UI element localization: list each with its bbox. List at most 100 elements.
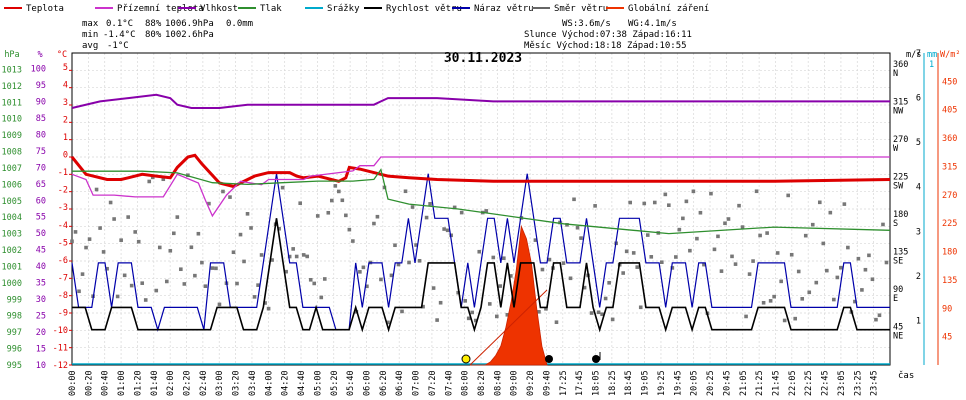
direction-point [431,286,436,290]
ms-tick: 1 [916,316,921,326]
direction-point [252,295,257,299]
hpa-tick: 1006 [2,180,22,190]
direction-point [203,284,208,288]
wm2-tick: 180 [942,248,957,258]
direction-tick: 180 [893,210,908,220]
direction-point [691,189,696,194]
direction-point [361,265,366,270]
direction-point [817,200,822,205]
direction-point [681,216,685,221]
degc-tick: 5 [63,63,68,73]
direction-point [459,210,464,215]
direction-point [351,239,355,243]
direction-point [291,247,295,251]
direction-point [554,320,559,325]
direction-point [442,227,446,231]
pct-tick: 20 [36,328,46,338]
hpa-tick: 1001 [2,262,22,272]
direction-point [544,306,548,311]
series-vlhkost [71,93,890,109]
x-tick: 20:25 [706,370,716,396]
direction-point [410,205,415,209]
pct-tick: 15 [36,345,46,355]
direction-point [870,277,875,282]
x-tick: 21:45 [771,370,781,396]
mm-tick: 1 [929,60,934,70]
direction-point [754,189,759,194]
direction-point [301,253,306,257]
degc-tick: -6 [58,256,68,266]
direction-point [77,289,81,294]
moonrise-marker [592,355,600,363]
ms-tick: 2 [916,272,921,282]
direction-point [298,201,302,206]
direction-point [821,241,826,246]
direction-point [277,226,281,231]
x-tick: 02:40 [199,370,209,396]
degc-tick: -12 [53,361,68,371]
direction-point [157,245,162,250]
direction-point [196,231,201,236]
pct-tick: 65 [36,180,46,190]
direction-point [558,220,562,225]
direction-point [312,281,317,286]
direction-point [326,210,331,215]
direction-point [315,214,320,218]
direction-point [133,230,137,234]
direction-point [473,318,478,323]
pct-tick: 60 [36,196,46,206]
direction-point [80,272,85,276]
x-tick: 01:00 [117,370,127,396]
direction-point [322,277,327,281]
direction-point [119,238,123,242]
direction-point [663,192,668,197]
direction-point [168,248,173,253]
direction-point [358,270,362,274]
legend-label: Srážky [327,4,360,14]
direction-point [607,280,611,285]
hpa-tick: 1013 [2,65,22,75]
pct-tick: 35 [36,279,46,289]
x-tick: 02:20 [183,370,193,396]
direction-point [642,201,647,206]
degc-tick: 1 [63,133,68,143]
direction-point [347,227,352,232]
direction-point [540,267,545,272]
degc-tick: -2 [58,186,68,196]
x-tick: 00:00 [68,370,78,396]
direction-point [744,314,748,319]
hpa-tick: 1009 [2,131,22,141]
hpa-tick: 1008 [2,148,22,158]
wind-speed-line [72,218,890,333]
direction-point [214,266,218,271]
direction-point [772,294,776,299]
pct-tick: 75 [36,147,46,157]
x-tick: 08:20 [477,370,487,396]
direction-point [674,255,678,259]
direction-point [719,269,724,273]
ms-tick: 6 [916,94,921,104]
direction-point [807,290,812,295]
legend-label: Směr větru [554,4,608,14]
info-sun: Slunce Východ:07:38 Západ:16:11 [524,30,692,40]
direction-point [256,283,260,287]
direction-point [207,201,211,206]
sunset-marker [545,355,553,363]
direction-point [596,310,601,315]
direction-point [733,262,738,266]
x-tick: 20:45 [722,370,732,396]
direction-point [825,268,829,273]
direction-tick: 315 [893,98,908,108]
wm2-tick: 225 [942,219,957,229]
direction-point [403,189,408,194]
stats-max-rain: 0.0mm [226,19,253,29]
direction-point [417,258,422,263]
direction-point [877,313,882,318]
degc-tick: 0 [63,151,68,161]
direction-point [579,236,583,240]
gust-line [71,173,890,332]
direction-point [421,304,425,309]
direction-point [765,231,769,235]
